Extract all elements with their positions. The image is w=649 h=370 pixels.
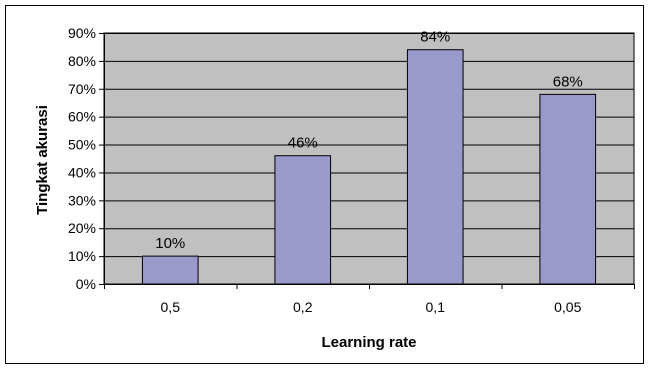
y-tick-label: 20%	[68, 220, 96, 236]
x-tick-label: 0,5	[161, 299, 181, 315]
bar-3	[406, 49, 464, 285]
bar-2	[274, 155, 332, 285]
data-labels: 10% 46% 84% 68%	[155, 29, 583, 252]
y-tick-label: 40%	[68, 164, 96, 180]
y-tick-label: 50%	[68, 137, 96, 153]
x-tick-label: 0,1	[426, 299, 446, 315]
y-axis-title: Tingkat akurasi	[34, 105, 51, 215]
y-tick-label: 70%	[68, 81, 96, 97]
data-label: 10%	[155, 235, 185, 252]
y-axis-ticks: 0% 10% 20% 30% 40% 50% 60% 70% 80% 90%	[68, 25, 104, 292]
bar-4	[539, 93, 597, 285]
x-axis-title: Learning rate	[321, 334, 416, 351]
y-tick-label: 0%	[76, 276, 96, 292]
y-tick-label: 60%	[68, 109, 96, 125]
y-tick-label: 30%	[68, 192, 96, 208]
y-tick-label: 90%	[68, 25, 96, 41]
x-tick-label: 0,05	[554, 299, 581, 315]
data-label: 84%	[420, 29, 450, 46]
y-tick-label: 80%	[68, 53, 96, 69]
bar-1	[141, 255, 199, 285]
data-label: 46%	[288, 135, 318, 152]
data-label: 68%	[553, 73, 583, 90]
x-tick-label: 0,2	[293, 299, 313, 315]
x-axis-ticks: 0,5 0,2 0,1 0,05	[104, 284, 635, 315]
y-tick-label: 10%	[68, 248, 96, 264]
